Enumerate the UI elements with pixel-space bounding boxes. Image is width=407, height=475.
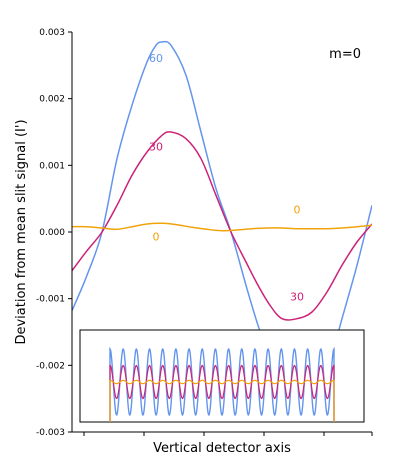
curve-label-2: 0 [153,231,160,244]
inset-series-0 [109,379,335,422]
annotation-m0: m=0 [329,47,361,62]
series-line-0-2 [72,222,372,232]
y-tick-label-6: -0.003 [36,428,65,438]
curve-label-4: 30 [290,291,304,304]
y-tick-label-0: 0.003 [39,28,65,38]
inset-frame [79,329,365,423]
inset-series-60 [109,346,335,422]
axes-layer: 0.003 0.002 0.001 0.000 -0.001 -0.002 -0.003 [36,28,373,438]
series-line-30-1 [72,131,372,321]
curve-label-1: 30 [149,141,163,154]
curve-label-3: 0 [294,203,301,216]
y-axis-label: Deviation from mean slit signal (I') [14,119,29,344]
y-tick-label-1: 0.002 [39,95,65,105]
inset-plot [79,329,365,423]
y-tick-label-2: 0.001 [39,161,65,171]
y-tick-label-3: 0.000 [39,228,65,238]
y-tick-label-4: -0.001 [36,295,65,305]
y-tick-label-5: -0.002 [36,361,65,371]
curve-label-0: 60 [149,52,163,65]
x-axis-label: Vertical detector axis [153,441,291,456]
inset-series-30 [109,364,335,422]
